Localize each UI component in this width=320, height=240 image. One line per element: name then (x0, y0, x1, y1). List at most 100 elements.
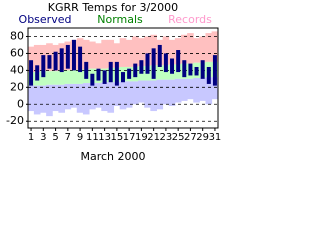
observed-bar (114, 61, 119, 86)
x-tick-label: 19 (135, 132, 148, 143)
x-tick-label: 25 (172, 132, 185, 143)
record-high-band (144, 36, 151, 67)
record-high-band (162, 36, 170, 66)
normal-band (40, 71, 47, 86)
x-tick-label: 27 (184, 132, 197, 143)
record-high-band (107, 39, 115, 68)
record-high-band (101, 39, 108, 69)
record-high-band (89, 41, 96, 69)
record-low-band (211, 77, 219, 100)
observed-bar (139, 60, 144, 74)
observed-bar (59, 48, 64, 73)
observed-bar (102, 70, 107, 84)
x-tick-label: 3 (40, 132, 46, 143)
record-high-band (138, 38, 145, 67)
observed-bar (35, 65, 40, 81)
record-low-band (46, 84, 53, 117)
observed-bar (194, 66, 199, 76)
chart: KGRR Temps for 3/2000 March 2000 Records… (6, 1, 221, 163)
observed-bar (127, 68, 132, 79)
record-low-band (150, 80, 157, 112)
record-low-band (180, 78, 188, 101)
observed-bar (47, 55, 52, 69)
x-tick-label: 21 (147, 132, 160, 143)
y-tick-label: 20 (10, 80, 24, 93)
observed-bar (206, 66, 211, 84)
record-low-band (168, 79, 176, 106)
legend-label: Observed (19, 13, 72, 26)
record-high-band (168, 39, 176, 65)
y-tick-label: 60 (10, 46, 24, 59)
observed-bar (188, 63, 193, 76)
observed-bar (121, 72, 125, 83)
x-tick-label: 15 (111, 132, 124, 143)
record-low-band (131, 81, 139, 105)
observed-bar (96, 68, 101, 81)
record-low-band (107, 82, 115, 113)
record-high-band (82, 39, 90, 70)
x-axis-label: March 2000 (80, 150, 145, 163)
record-low-band (199, 78, 206, 101)
normal-band (52, 71, 59, 85)
record-low-band (64, 83, 72, 110)
observed-bar (133, 63, 138, 78)
record-high-band (193, 38, 200, 63)
record-high-band (187, 33, 194, 64)
x-tick-label: 11 (86, 132, 99, 143)
plot-frame (27, 27, 219, 129)
observed-bar (212, 55, 217, 86)
observed-bar (90, 73, 95, 86)
normal-band (64, 70, 72, 84)
record-low-band (125, 81, 133, 108)
record-high-band (199, 36, 206, 63)
y-tick-label: -20 (6, 114, 24, 127)
x-tick-label: 23 (160, 132, 173, 143)
x-tick-label: 1 (28, 132, 34, 143)
observed-bar (157, 44, 162, 67)
observed-bar (84, 61, 89, 79)
record-low-band (89, 83, 96, 110)
observed-bar (41, 55, 46, 78)
y-tick-label: 0 (17, 97, 24, 110)
record-low-band (119, 81, 127, 110)
x-tick-label: 13 (98, 132, 111, 143)
observed-bar (53, 51, 58, 71)
record-high-band (125, 39, 133, 67)
normal-band (156, 65, 164, 80)
y-tick-label: 40 (10, 63, 24, 76)
observed-bar (78, 46, 83, 73)
observed-bar (65, 44, 70, 69)
observed-bar (182, 60, 187, 78)
x-tick-label: 5 (52, 132, 58, 143)
record-low-band (156, 79, 164, 110)
observed-bar (176, 50, 181, 73)
record-high-band (113, 43, 121, 68)
observed-bar (163, 53, 168, 73)
observed-bar (145, 53, 150, 74)
normal-band (76, 69, 84, 84)
normal-band (58, 70, 66, 85)
record-low-band (162, 79, 170, 105)
record-high-band (33, 44, 41, 73)
record-low-band (82, 83, 90, 115)
record-low-band (187, 78, 194, 100)
record-low-band (138, 80, 145, 103)
normal-band (162, 65, 170, 80)
record-high-band (131, 36, 139, 67)
record-low-band (205, 77, 213, 105)
record-low-band (27, 85, 35, 112)
record-high-band (95, 43, 102, 69)
normal-band (46, 71, 53, 85)
record-low-band (174, 78, 182, 103)
observed-bar (29, 60, 34, 86)
observed-bar (71, 39, 76, 71)
x-tick-label: 7 (65, 132, 71, 143)
record-low-band (101, 82, 108, 112)
record-low-band (52, 84, 59, 112)
y-tick-label: 80 (10, 29, 24, 42)
record-high-band (27, 46, 35, 73)
legend-label: Normals (97, 13, 143, 26)
record-low-band (113, 82, 121, 106)
x-tick-label: 29 (196, 132, 209, 143)
record-low-band (70, 83, 78, 108)
